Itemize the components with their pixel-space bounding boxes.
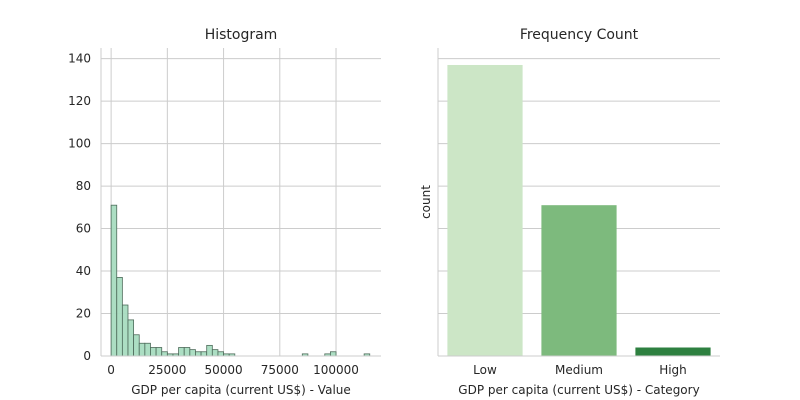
histogram-bar xyxy=(189,349,196,357)
histogram-x-tick-label: 0 xyxy=(107,363,115,377)
histogram-bar xyxy=(127,319,135,357)
histogram-y-tick-label: 80 xyxy=(76,179,91,193)
histogram-bar xyxy=(200,351,208,357)
histogram-x-tick-labels: 0 25000 50000 75000 100000 xyxy=(107,363,359,377)
histogram-x-axis-label: GDP per capita (current US$) - Value xyxy=(131,383,351,397)
frequency-panel: Frequency Count Low Medium High GDP per ca… xyxy=(419,27,720,397)
histogram-x-tick-label: 75000 xyxy=(261,363,299,377)
histogram-bar xyxy=(116,277,123,357)
histogram-bar xyxy=(329,351,337,357)
histogram-x-tick-label: 50000 xyxy=(204,363,242,377)
histogram-y-tick-label: 40 xyxy=(76,264,91,278)
frequency-x-tick-label: High xyxy=(659,363,687,377)
histogram-title: Histogram xyxy=(205,27,278,43)
histogram-bar xyxy=(155,347,163,357)
frequency-y-axis-label: count xyxy=(419,185,433,219)
histogram-bars xyxy=(110,204,371,357)
frequency-bar-medium xyxy=(541,205,617,356)
histogram-bar xyxy=(195,351,202,357)
histogram-bar xyxy=(178,347,185,357)
histogram-bar xyxy=(144,342,151,357)
histogram-y-tick-label: 100 xyxy=(68,137,91,151)
histogram-bar xyxy=(138,342,146,357)
histogram-y-tick-label: 140 xyxy=(68,52,91,66)
histogram-x-tick-label: 100000 xyxy=(313,363,359,377)
frequency-title: Frequency Count xyxy=(520,27,639,43)
histogram-bar xyxy=(161,351,168,357)
histogram-bar xyxy=(217,351,224,357)
histogram-bar xyxy=(183,347,191,357)
frequency-bars xyxy=(447,64,711,356)
histogram-y-tick-label: 0 xyxy=(83,349,91,363)
frequency-x-tick-label: Low xyxy=(473,363,497,377)
histogram-x-tick-label: 25000 xyxy=(148,363,186,377)
histogram-bar xyxy=(150,347,157,357)
histogram-bar xyxy=(133,334,140,357)
frequency-x-axis-label: GDP per capita (current US$) - Category xyxy=(458,383,699,397)
histogram-bar xyxy=(211,349,219,357)
frequency-x-tick-label: Medium xyxy=(555,363,603,377)
histogram-gridlines xyxy=(101,48,381,357)
frequency-x-tick-labels: Low Medium High xyxy=(473,363,687,377)
histogram-bar xyxy=(121,304,129,357)
frequency-bar-low xyxy=(447,64,523,356)
frequency-bar-high xyxy=(635,347,711,356)
histogram-panel: Histogram 0 20 40 60 80 100 120 140 0 25000 50000… xyxy=(68,27,381,397)
histogram-y-tick-label: 60 xyxy=(76,222,91,236)
histogram-y-tick-label: 120 xyxy=(68,94,91,108)
histogram-y-tick-labels: 0 20 40 60 80 100 120 140 xyxy=(68,52,91,363)
histogram-bar xyxy=(206,344,213,357)
histogram-bar xyxy=(110,204,118,357)
histogram-y-tick-label: 20 xyxy=(76,307,91,321)
